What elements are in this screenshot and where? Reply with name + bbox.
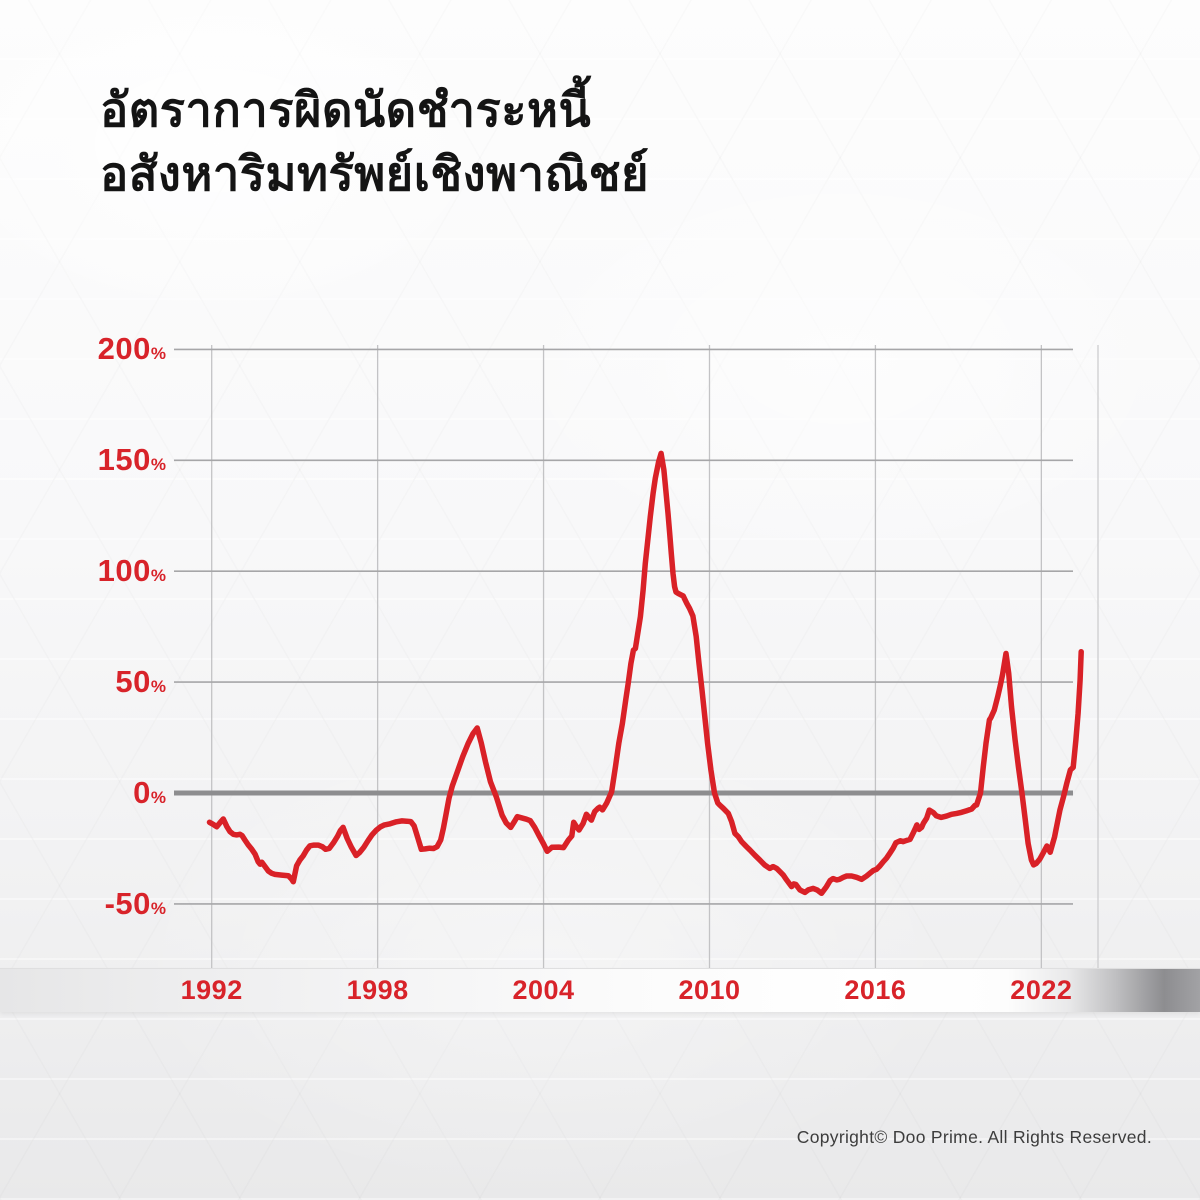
y-tick-value: 100	[97, 553, 151, 589]
horizontal-gridlines	[174, 348, 1073, 905]
y-tick-label-50-percent: 50%	[115, 664, 166, 700]
chart-title: อัตราการผิดนัดชำระหนี้ อสังหาริมทรัพย์เช…	[100, 78, 649, 206]
y-tick-label-200-percent: 200%	[98, 331, 166, 367]
x-tick-label-1992: 1992	[180, 975, 243, 1005]
percent-sign: %	[150, 455, 166, 475]
percent-sign: %	[150, 566, 166, 586]
y-tick-label-150-percent: 150%	[98, 442, 166, 478]
delinquency-rate-line	[206, 450, 1084, 897]
percent-sign: %	[150, 788, 166, 807]
copyright-text: Copyright© Doo Prime. All Rights Reserve…	[796, 1127, 1152, 1147]
y-tick-value: 200	[97, 331, 151, 367]
chart-title-line-2: อสังหาริมทรัพย์เชิงพาณิชย์	[100, 147, 650, 200]
y-tick-value: 150	[97, 442, 151, 478]
y-tick-value: 0	[133, 775, 151, 810]
x-axis-ribbon: 1992 1998 2004 2010 2016 2022	[0, 968, 1200, 1012]
x-tick-label-1998: 1998	[346, 975, 409, 1005]
data-series	[206, 450, 1084, 897]
y-tick-label--50-percent: -50%	[105, 886, 166, 922]
y-tick-value: -50	[104, 885, 151, 921]
x-tick-label-2016: 2016	[844, 975, 907, 1005]
percent-sign: %	[150, 898, 166, 918]
percent-sign: %	[150, 677, 166, 697]
percent-sign: %	[150, 344, 166, 364]
y-tick-label-100-percent: 100%	[98, 553, 166, 589]
vertical-gridlines	[211, 345, 1099, 968]
y-tick-label-0-percent: 0%	[133, 775, 166, 811]
y-tick-value: 50	[115, 664, 151, 700]
x-tick-label-2004: 2004	[512, 975, 575, 1005]
x-tick-label-2010: 2010	[678, 975, 741, 1005]
x-tick-label-2022: 2022	[1010, 975, 1073, 1005]
chart-title-line-1: อัตราการผิดนัดชำระหนี้	[100, 83, 592, 136]
